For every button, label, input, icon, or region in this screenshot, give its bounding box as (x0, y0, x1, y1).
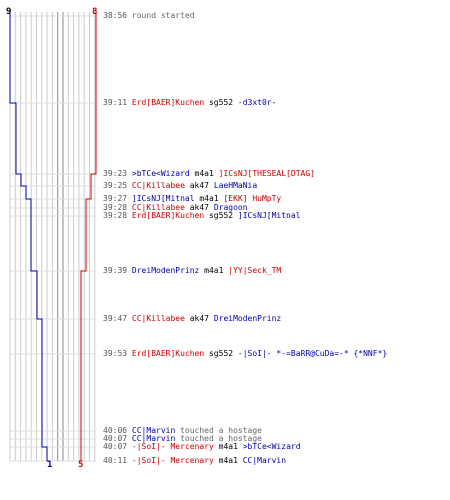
event-player: CC|Marvin (131, 426, 176, 435)
event-action: m4a1 (189, 169, 219, 178)
event-action: m4a1 (213, 442, 243, 451)
red-start-score: 8 (92, 7, 98, 17)
event-row: 39:11 Erd[BAER]Kuchen sg552 -d3xt0r- (103, 98, 276, 108)
event-player: ]ICsNJ[Mitnal (237, 211, 301, 220)
event-player: |YY|Seck_TM (228, 266, 282, 275)
event-time: 40:07 (103, 442, 128, 451)
event-player: -d3xt0r- (237, 98, 277, 107)
event-player: >bTCe<Wizard (131, 169, 190, 178)
event-action: sg552 (204, 349, 238, 358)
event-player: DreiModenPrinz (213, 314, 282, 323)
event-row: 40:07 CC|Marvin touched a hostage (103, 434, 262, 444)
event-row: 39:27 ]ICsNJ[Mitnal m4a1 [EKK] HuMpTy (103, 194, 281, 204)
event-time: 40:06 (103, 426, 128, 435)
event-player: CC|Killabee (131, 203, 185, 212)
event-time: 39:47 (103, 314, 128, 323)
event-time: 40:07 (103, 434, 128, 443)
event-player: CC|Marvin (242, 456, 287, 465)
event-player: Erd[BAER]Kuchen (131, 98, 205, 107)
blue-start-score: 9 (6, 7, 12, 17)
event-time: 39:27 (103, 194, 128, 203)
event-row: 40:11 -|SoI|- Mercenary m4a1 CC|Marvin (103, 456, 286, 466)
event-message: round started (131, 11, 195, 20)
event-row: 39:47 CC|Killabee ak47 DreiModenPrinz (103, 314, 281, 324)
event-time: 38:56 (103, 11, 128, 20)
event-player: CC|Killabee (131, 314, 185, 323)
event-row: 39:28 CC|Killabee ak47 Dragoon (103, 203, 248, 213)
event-action: m4a1 (213, 456, 243, 465)
event-player: >bTCe<Wizard (242, 442, 301, 451)
blue-team-alive-line (9, 12, 50, 462)
event-row: 38:56 round started (103, 11, 195, 21)
event-player: ]ICsNJ[THESEAL[DTAG] (218, 169, 315, 178)
event-time: 39:23 (103, 169, 128, 178)
event-action: sg552 (204, 211, 238, 220)
red-end-score: 5 (78, 460, 84, 470)
event-player: Dragoon (213, 203, 248, 212)
event-player: ]ICsNJ[Mitnal (131, 194, 195, 203)
event-player: Erd[BAER]Kuchen (131, 349, 205, 358)
event-action: m4a1 (194, 194, 224, 203)
event-time: 39:53 (103, 349, 128, 358)
event-player: -|SoI|- *-=BaRR@CuDa=-* {*NNF*} (237, 349, 388, 358)
event-action: m4a1 (199, 266, 229, 275)
event-row: 39:23 >bTCe<Wizard m4a1 ]ICsNJ[THESEAL[D… (103, 169, 315, 179)
event-time: 39:25 (103, 181, 128, 190)
event-row: 40:06 CC|Marvin touched a hostage (103, 426, 262, 436)
event-time: 39:28 (103, 203, 128, 212)
red-team-alive-line (80, 12, 97, 461)
event-row: 39:53 Erd[BAER]Kuchen sg552 -|SoI|- *-=B… (103, 349, 387, 359)
event-row: 39:28 Erd[BAER]Kuchen sg552 ]ICsNJ[Mitna… (103, 211, 301, 221)
event-player: CC|Killabee (131, 181, 185, 190)
event-time: 39:28 (103, 211, 128, 220)
event-player: DreiModenPrinz (131, 266, 200, 275)
event-time: 39:11 (103, 98, 128, 107)
event-row: 39:25 CC|Killabee ak47 LaeHMaNia (103, 181, 257, 191)
event-player: Erd[BAER]Kuchen (131, 211, 205, 220)
event-row: 40:07 -|SoI|- Mercenary m4a1 >bTCe<Wizar… (103, 442, 301, 452)
event-player: LaeHMaNia (213, 181, 258, 190)
event-action: ak47 (184, 203, 214, 212)
event-time: 39:39 (103, 266, 128, 275)
event-message: touched a hostage (175, 434, 262, 443)
blue-end-score: 1 (47, 460, 53, 470)
event-time: 40:11 (103, 456, 128, 465)
event-action: ak47 (184, 181, 214, 190)
event-player: -|SoI|- Mercenary (131, 442, 214, 451)
event-player: [EKK] HuMpTy (223, 194, 282, 203)
event-message: touched a hostage (175, 426, 262, 435)
event-action: ak47 (184, 314, 214, 323)
event-player: CC|Marvin (131, 434, 176, 443)
event-player: -|SoI|- Mercenary (131, 456, 214, 465)
event-action: sg552 (204, 98, 238, 107)
event-row: 39:39 DreiModenPrinz m4a1 |YY|Seck_TM (103, 266, 281, 276)
